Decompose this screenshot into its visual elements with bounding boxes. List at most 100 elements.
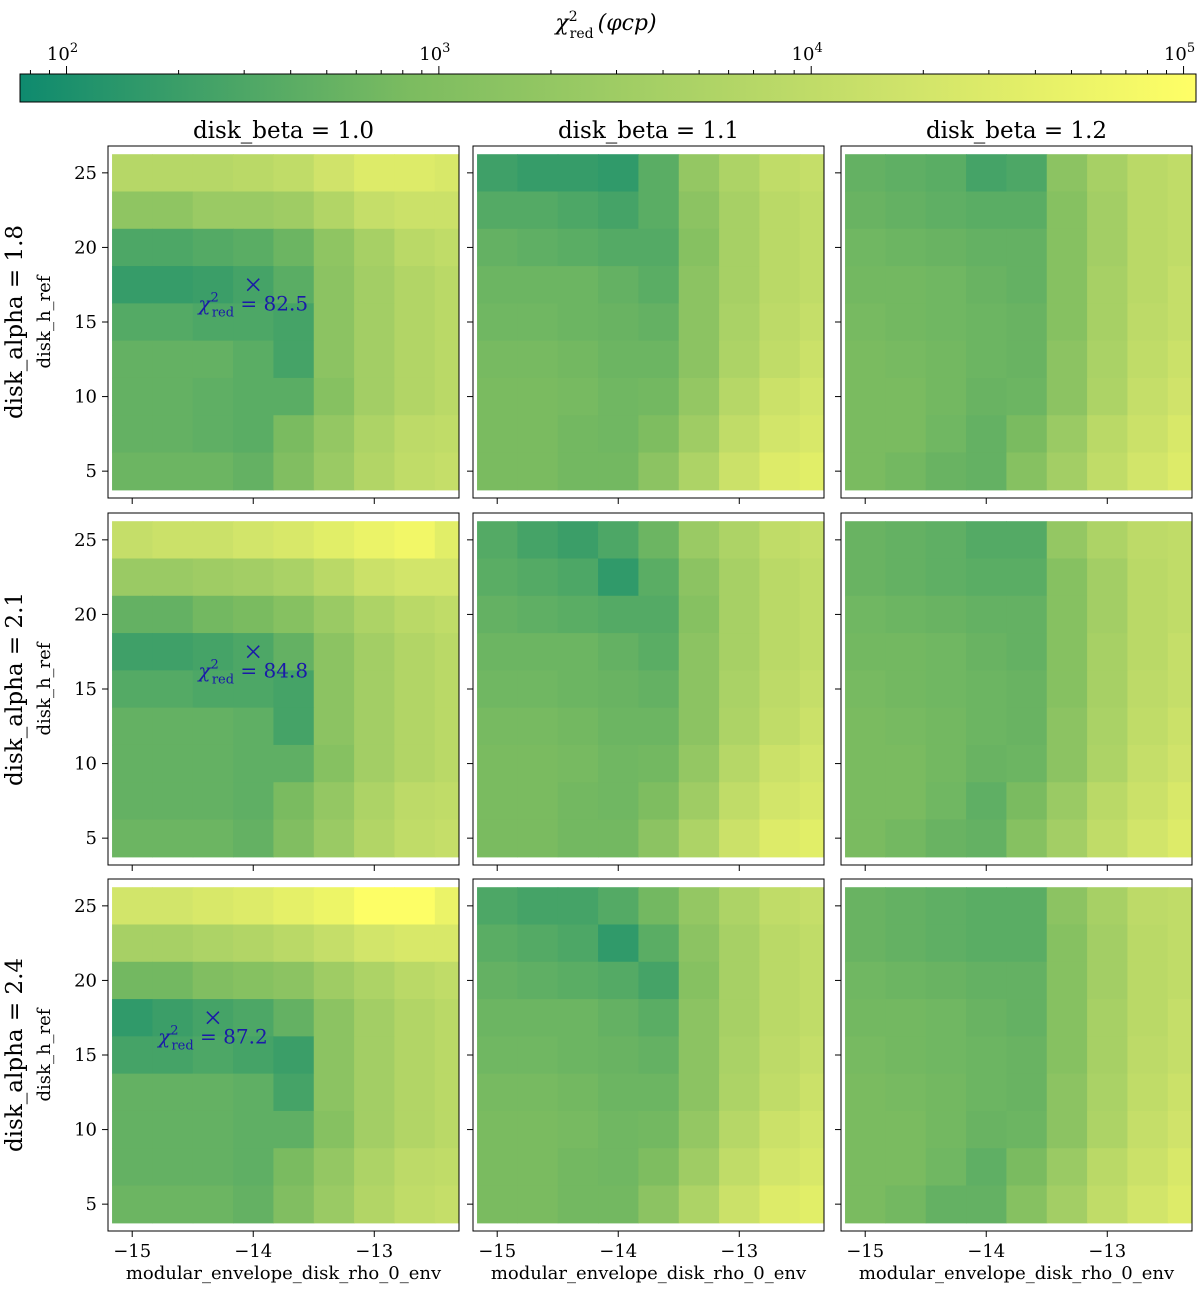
heatmap-cell [1127,377,1169,416]
heatmap-cell [517,303,559,342]
heatmap-cell [1087,1148,1129,1187]
heatmap-cell [1046,377,1088,416]
heatmap-cell [799,340,824,379]
best-fit-annotation: χ2 red = 87.2 [156,1024,268,1054]
heatmap-cell [477,154,518,193]
heatmap-cell [192,1036,234,1075]
heatmap-cell [1046,228,1088,267]
heatmap-cell [273,999,315,1037]
heatmap-cell [845,633,886,671]
heatmap-cell [313,1110,355,1149]
heatmap-cell [1127,558,1169,597]
heatmap-cell [354,1110,396,1149]
heatmap-cell [394,744,436,783]
heatmap-cell [719,999,761,1037]
heatmap-cell [1087,924,1129,963]
heatmap-cell [517,633,559,671]
heatmap-cell [759,266,801,304]
heatmap-cell [517,999,559,1037]
heatmap-cell [1127,1148,1169,1187]
heatmap-grid: 5 10 15 20 25 χ2 red = 82.5 5 10 15 20 25 χ2 red = 84… [2,118,1193,1284]
heatmap-cell [799,154,824,193]
heatmap-cell [966,744,1008,783]
heatmap-cell [759,707,801,746]
heatmap-cell [1127,1110,1169,1149]
heatmap-cell [1167,1185,1192,1224]
heatmap-cell [1087,999,1129,1037]
heatmap-cell [759,1110,801,1149]
heatmap-cell [477,595,518,634]
heatmap-cell [598,924,640,963]
heatmap-cell [845,819,886,858]
heatmap-cell [1167,819,1192,858]
heatmap-cell [1127,961,1169,1000]
heatmap-cell [517,377,559,416]
heatmap-cell [477,266,518,304]
heatmap-cell [112,961,153,1000]
heatmap-cell [233,154,275,193]
heatmap-cell [678,595,720,634]
heatmap-cell [477,1148,518,1187]
heatmap-cell [557,670,599,709]
heatmap-cell [1046,340,1088,379]
heatmap-cell [1087,782,1129,821]
heatmap-cell [1127,670,1169,709]
heatmap-cell [434,633,459,671]
heatmap-cell [678,1110,720,1149]
heatmap-cell [313,595,355,634]
heatmap-cell [434,595,459,634]
heatmap-cell [273,266,315,304]
heatmap-cell [678,999,720,1037]
heatmap-cell [1127,266,1169,304]
heatmap-cell [394,1110,436,1149]
heatmap-cell [845,744,886,783]
heatmap-cell [638,377,680,416]
heatmap-cell [1127,452,1169,491]
heatmap-cell [394,924,436,963]
heatmap-cells [477,521,824,858]
heatmap-cell [1046,999,1088,1037]
heatmap-cell [152,521,194,560]
heatmap-cell [477,228,518,267]
heatmap-cell [152,228,194,267]
heatmap-cell [557,782,599,821]
heatmap-cell [845,924,886,963]
heatmap-cell [1167,999,1192,1037]
heatmap-cell [434,782,459,821]
heatmap-cell [233,782,275,821]
heatmap-cell [233,595,275,634]
heatmap-cell [354,670,396,709]
heatmap-cell [192,191,234,230]
heatmap-cell [434,744,459,783]
heatmap-cell [517,521,559,560]
heatmap-cell [966,707,1008,746]
heatmap-cell [1046,521,1088,560]
heatmap-cell [925,924,967,963]
heatmap-cell [112,633,153,671]
heatmap-cell [1167,558,1192,597]
heatmap-cell [1087,377,1129,416]
heatmap-cell [966,340,1008,379]
heatmap-cell [966,415,1008,454]
heatmap-cell [394,782,436,821]
heatmap-cell [354,1073,396,1112]
heatmap-cell [192,633,234,671]
heatmap-cell [966,887,1008,926]
heatmap-cell [394,633,436,671]
heatmap-cell [885,819,927,858]
heatmap-cell [112,924,153,963]
heatmap-cell [1046,558,1088,597]
heatmap-cell [719,521,761,560]
heatmap-cell [1046,961,1088,1000]
heatmap-cell [1006,1110,1048,1149]
heatmap-cell [598,228,640,267]
heatmap-cell [719,558,761,597]
heatmap-cell [434,1185,459,1224]
heatmap-cell [966,1073,1008,1112]
heatmap-cell [394,340,436,379]
heatmap-cell [273,1073,315,1112]
heatmap-cell [112,266,153,304]
heatmap-cell [799,415,824,454]
heatmap-cell [845,595,886,634]
heatmap-cell [719,377,761,416]
